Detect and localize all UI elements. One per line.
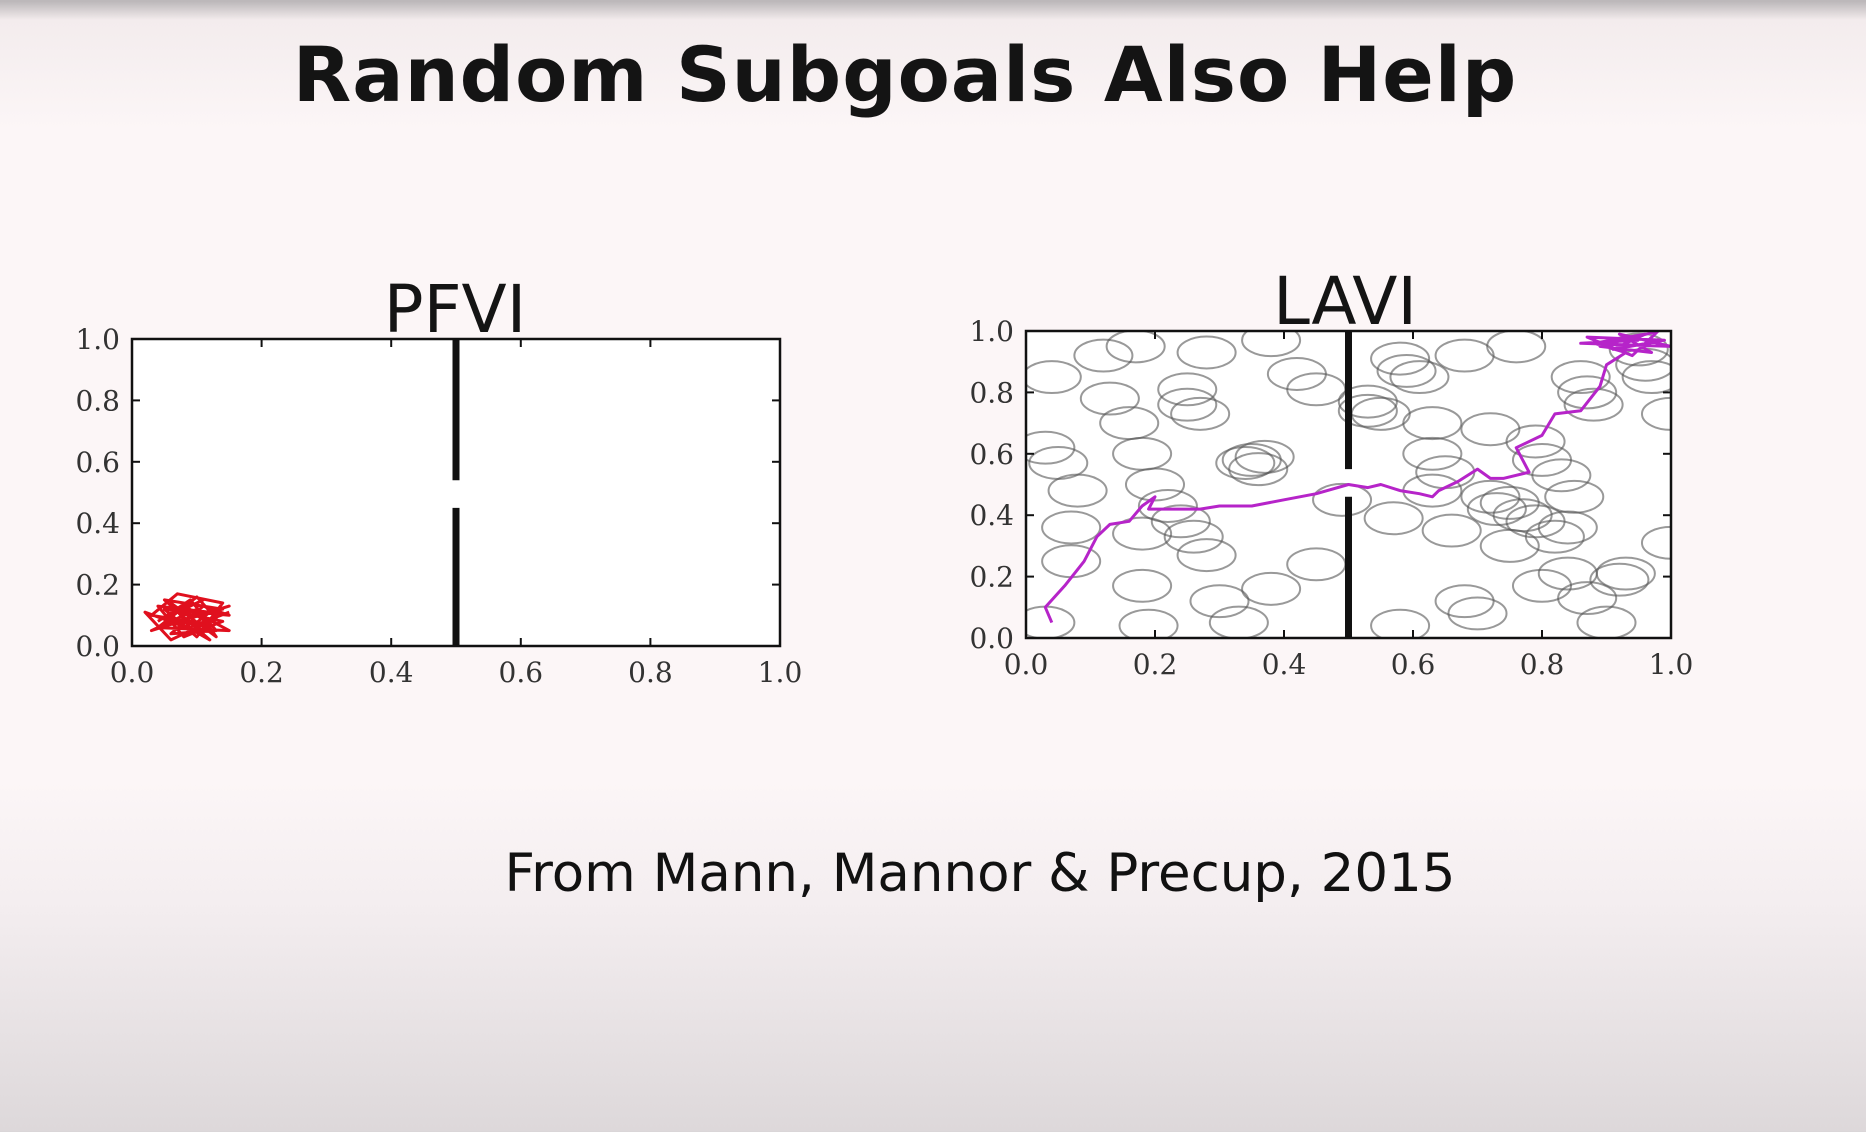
subgoal-circle	[1241, 571, 1302, 606]
subgoal-circle	[1215, 446, 1276, 480]
subgoal-circle	[1421, 513, 1482, 548]
subgoal-circle	[1505, 424, 1566, 459]
subgoal-circle	[1163, 519, 1224, 554]
subgoal-circle	[1370, 341, 1431, 376]
subgoal-circle	[1376, 353, 1437, 388]
subgoal-circle	[1557, 581, 1618, 616]
subgoal-circle	[1176, 538, 1237, 573]
subgoal-circle	[1402, 436, 1463, 471]
subgoal-circle	[1595, 556, 1656, 591]
subgoal-circle	[1047, 473, 1108, 508]
subgoal-circle	[1124, 467, 1186, 502]
subgoal-circle	[1189, 584, 1250, 619]
subgoal-circle	[1228, 452, 1289, 487]
y-tick-label: 0.0	[75, 630, 120, 663]
subgoal-circle	[1118, 608, 1179, 638]
x-tick-label: 0.0	[1004, 648, 1049, 681]
subgoal-circle	[1531, 458, 1592, 493]
x-tick-label: 0.8	[1520, 648, 1565, 681]
subgoal-circle	[1241, 331, 1302, 358]
y-tick-label: 0.8	[969, 376, 1014, 409]
y-tick-label: 0.6	[969, 438, 1014, 471]
subgoal-circle	[1105, 331, 1166, 364]
x-tick-label: 0.0	[110, 656, 155, 689]
subgoal-circle	[1402, 406, 1463, 441]
x-tick-label: 1.0	[758, 656, 803, 689]
subgoal-circle	[1576, 605, 1637, 638]
subgoal-circle	[1337, 393, 1398, 428]
subgoal-circle	[1621, 360, 1671, 395]
slide-title: Random Subgoals Also Help	[292, 30, 1518, 119]
subgoal-circle	[1234, 439, 1295, 474]
y-tick-label: 0.2	[75, 569, 120, 602]
x-tick-label: 0.2	[239, 656, 284, 689]
axes-frame	[130, 337, 782, 648]
y-tick-label: 0.4	[75, 507, 120, 540]
trajectory-line	[143, 592, 231, 642]
chart-title: LAVI	[1273, 263, 1417, 340]
subgoal-circle	[1589, 562, 1650, 597]
subgoal-circle	[1460, 479, 1521, 514]
subgoal-circle	[1157, 372, 1218, 407]
subgoal-circle	[1544, 479, 1605, 514]
subgoal-circle	[1079, 381, 1140, 416]
y-tick-label: 0.0	[969, 622, 1014, 655]
subgoal-circle	[1137, 489, 1198, 523]
x-tick-label: 0.4	[1262, 648, 1307, 681]
subgoal-circle	[1550, 360, 1611, 395]
subgoal-circle	[1312, 482, 1373, 517]
y-tick-label: 0.8	[75, 384, 120, 417]
y-tick-label: 1.0	[969, 315, 1014, 348]
y-tick-label: 0.4	[969, 499, 1014, 532]
x-tick-label: 0.8	[628, 656, 673, 689]
subgoal-circle	[1112, 516, 1173, 551]
pfvi-chart: PFVI 0.0 0.2 0.4 0.6 0.8 1.0 0.0 0.2 0.4 0.6 0.8 1.0	[75, 271, 803, 689]
subgoal-circle	[1557, 375, 1618, 410]
subgoal-circle	[1447, 596, 1508, 631]
subgoal-circle	[1176, 335, 1237, 370]
subgoal-circle	[1563, 387, 1624, 422]
subgoal-circle	[1112, 568, 1173, 603]
subgoal-circle	[1486, 331, 1547, 364]
y-tick-label: 0.2	[969, 561, 1014, 594]
trajectory-line	[1043, 331, 1671, 624]
subgoal-circle	[1208, 605, 1269, 638]
lavi-chart: LAVI 0.0 0.2 0.4 0.6 0.8 1.0 0.0 0.2 0.4 0.6 0.8 1.0	[969, 263, 1694, 681]
subgoal-circle	[1370, 608, 1431, 638]
x-tick-label: 0.6	[499, 656, 544, 689]
subgoal-circle	[1466, 492, 1527, 527]
subgoal-circle	[1150, 504, 1211, 539]
subgoal-circle	[1363, 501, 1424, 536]
x-tick-label: 0.4	[369, 656, 414, 689]
y-tick-label: 1.0	[75, 323, 120, 356]
y-tick-label: 0.6	[75, 446, 120, 479]
x-tick-label: 0.6	[1391, 648, 1436, 681]
subgoal-circle	[1026, 360, 1082, 395]
subgoal-circle	[1157, 387, 1218, 422]
x-tick-label: 1.0	[1649, 648, 1694, 681]
x-tick-label: 0.2	[1133, 648, 1178, 681]
subgoal-circle	[1073, 338, 1134, 373]
subgoal-circle	[1170, 396, 1231, 431]
axes-frame	[1024, 329, 1673, 640]
subgoal-circle	[1389, 360, 1450, 395]
subgoal-circle	[1026, 430, 1076, 465]
citation: From Mann, Mannor & Precup, 2015	[504, 843, 1456, 904]
subgoal-circle	[1041, 510, 1102, 545]
chart-title: PFVI	[384, 271, 526, 348]
subgoal-circle	[1524, 519, 1585, 554]
